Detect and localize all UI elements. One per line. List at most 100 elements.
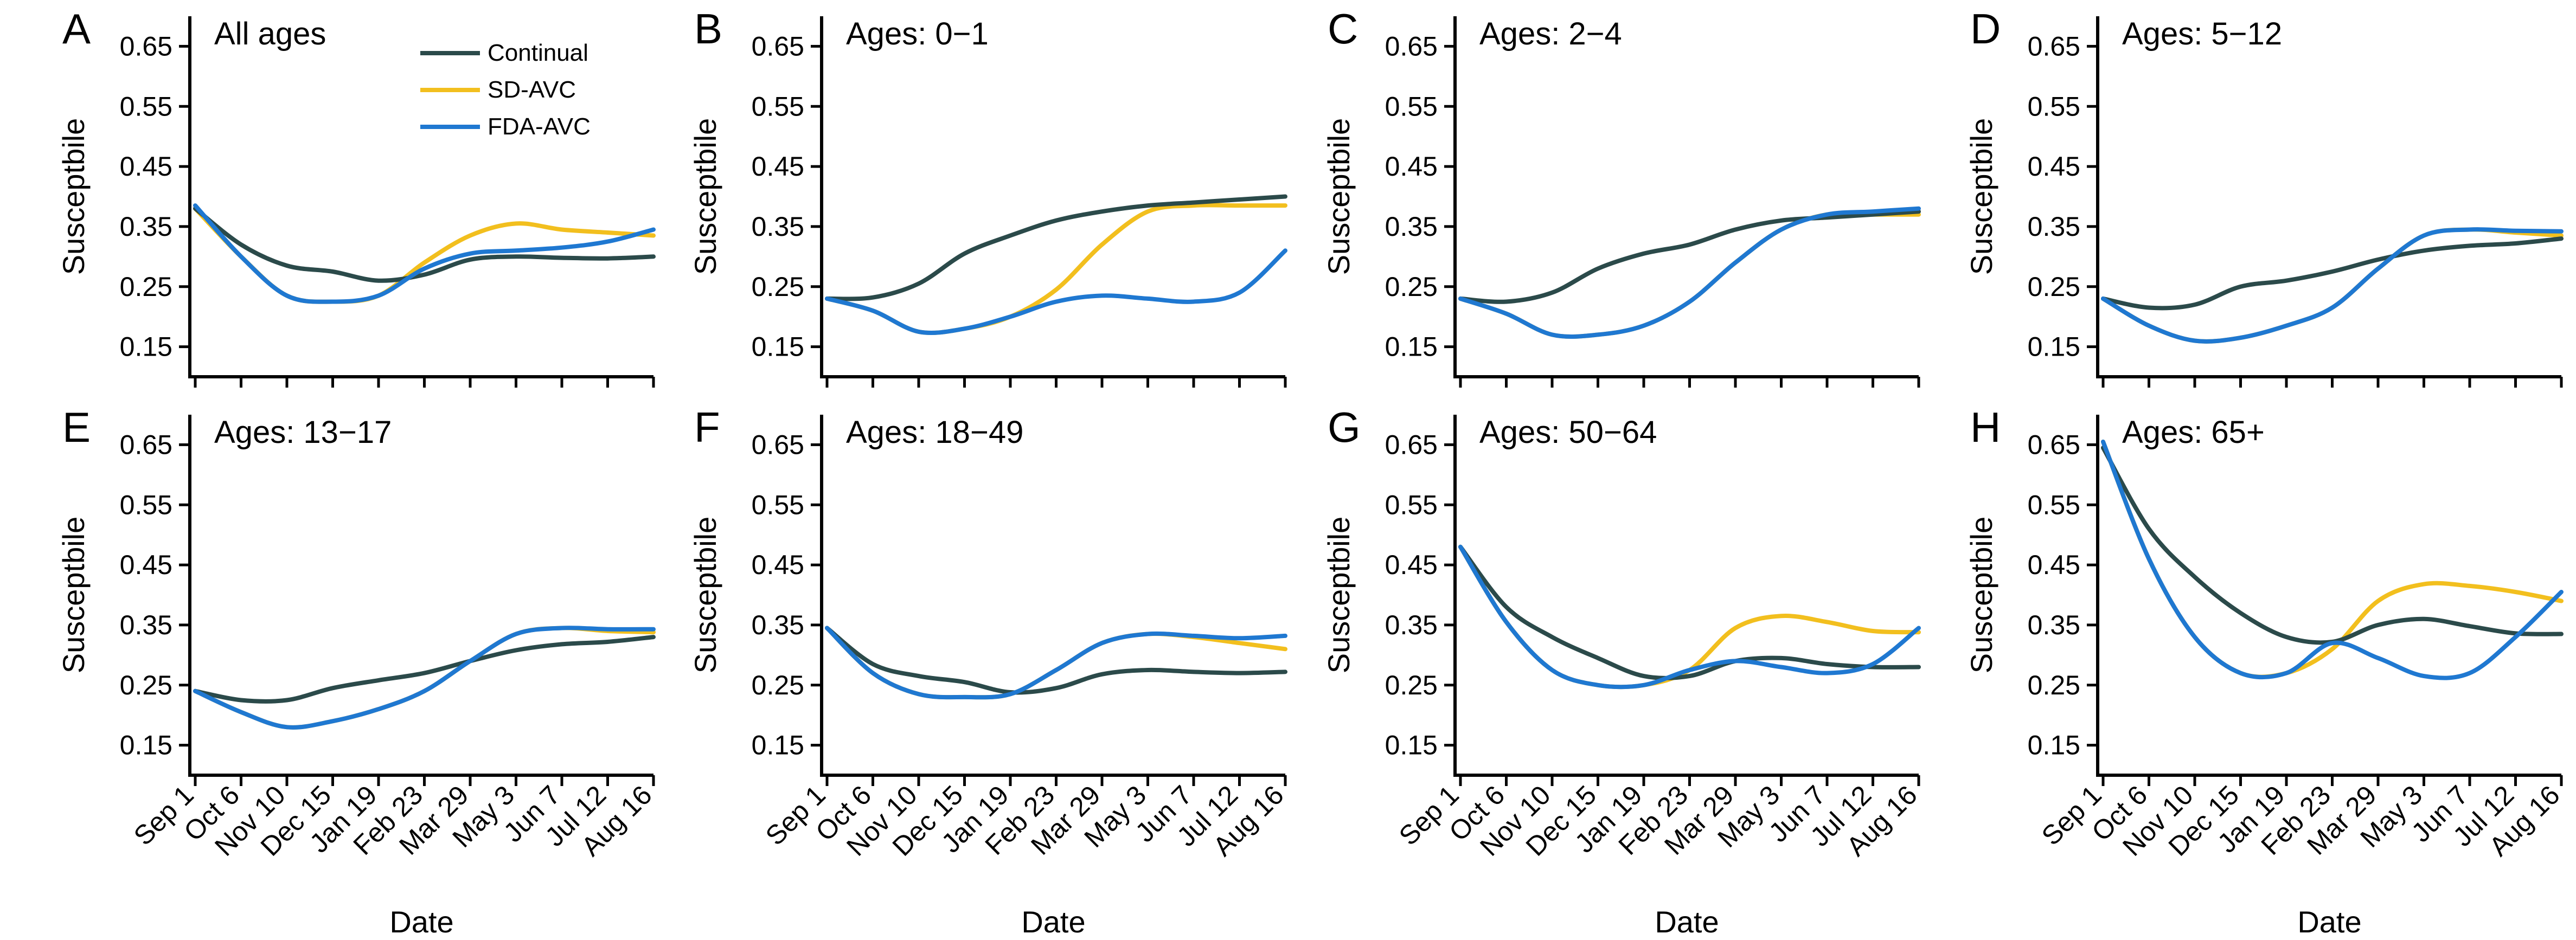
- series-line-sd-avc: [825, 203, 1287, 336]
- panel-letter: A: [62, 5, 91, 53]
- y-tick-label: 0.35: [752, 610, 804, 640]
- y-tick-label: 0.25: [752, 670, 804, 700]
- y-axis-label: Susceptbile: [1964, 517, 1998, 674]
- series-line-fda-avc: [2101, 227, 2564, 344]
- series-line-continual: [825, 194, 1287, 301]
- y-axis-label: Susceptbile: [1964, 118, 1998, 275]
- y-axis-label: Susceptbile: [688, 118, 722, 275]
- x-axis-label: Date: [1021, 905, 1085, 939]
- series-line-fda-avc: [193, 203, 656, 304]
- panel-d: 0.15 0.25 0.35 0.45 0.55 0.65 Susceptbile D Ages…: [1964, 5, 2564, 388]
- panel-title: Ages: 0−1: [846, 16, 989, 51]
- y-tick-label: 0.65: [752, 31, 804, 61]
- y-tick-label: 0.15: [1385, 332, 1438, 362]
- series-line-continual: [2101, 446, 2564, 645]
- panel-title: Ages: 65+: [2122, 415, 2265, 450]
- y-tick-label: 0.65: [120, 429, 172, 460]
- panel-letter: F: [694, 403, 720, 451]
- y-tick-label: 0.35: [2028, 610, 2080, 640]
- panel-c: 0.15 0.25 0.35 0.45 0.55 0.65 Susceptbile C Ages…: [1322, 5, 1921, 388]
- y-tick-label: 0.55: [2028, 91, 2080, 121]
- x-axis-label: Date: [2297, 905, 2361, 939]
- y-tick-label: 0.65: [120, 31, 172, 61]
- panel-letter: C: [1328, 5, 1358, 53]
- y-tick-label: 0.55: [1385, 91, 1438, 121]
- y-tick-label: 0.15: [1385, 730, 1438, 761]
- panel-title: Ages: 2−4: [1479, 16, 1622, 51]
- y-tick-label: 0.35: [1385, 610, 1438, 640]
- series-line-continual: [1458, 209, 1921, 304]
- legend: Continual SD-AVC FDA-AVC: [420, 35, 648, 145]
- y-tick-label: 0.55: [1385, 490, 1438, 520]
- y-tick-label: 0.65: [2028, 31, 2080, 61]
- legend-label-sd-avc: SD-AVC: [488, 76, 576, 103]
- y-tick-label: 0.65: [1385, 429, 1438, 460]
- y-tick-label: 0.25: [752, 272, 804, 302]
- x-axis-label: Date: [389, 905, 453, 939]
- legend-item-continual: Continual: [420, 35, 648, 72]
- panel-title: Ages: 13−17: [214, 415, 392, 450]
- y-tick-label: 0.25: [120, 670, 172, 700]
- series-line-continual: [1458, 544, 1921, 680]
- panel-letter: H: [1970, 403, 2001, 451]
- y-tick-label: 0.45: [2028, 151, 2080, 182]
- series-line-sd-avc: [1458, 211, 1921, 339]
- y-tick-label: 0.55: [752, 490, 804, 520]
- series-line-fda-avc: [825, 248, 1287, 336]
- y-tick-label: 0.25: [120, 272, 172, 302]
- y-tick-label: 0.65: [752, 429, 804, 460]
- y-axis-label: Susceptbile: [56, 517, 91, 674]
- y-tick-label: 0.45: [752, 550, 804, 580]
- legend-label-fda-avc: FDA-AVC: [488, 113, 591, 140]
- y-tick-label: 0.45: [752, 151, 804, 182]
- y-tick-label: 0.35: [1385, 211, 1438, 242]
- y-tick-label: 0.45: [1385, 151, 1438, 182]
- series-line-continual: [2101, 236, 2564, 311]
- series-line-fda-avc: [1458, 544, 1921, 690]
- panel-letter: B: [694, 5, 722, 53]
- y-tick-label: 0.55: [120, 91, 172, 121]
- panel-letter: E: [62, 403, 91, 451]
- legend-label-continual: Continual: [488, 40, 588, 66]
- y-tick-label: 0.55: [120, 490, 172, 520]
- panel-letter: D: [1970, 5, 2001, 53]
- y-axis-label: Susceptbile: [688, 517, 722, 674]
- legend-item-fda-avc: FDA-AVC: [420, 108, 648, 145]
- y-tick-label: 0.15: [120, 730, 172, 761]
- panel-title: All ages: [214, 16, 326, 51]
- series-line-continual: [193, 635, 656, 704]
- series-line-fda-avc: [193, 626, 656, 730]
- y-axis-label: Susceptbile: [1322, 517, 1356, 674]
- y-tick-label: 0.35: [752, 211, 804, 242]
- y-tick-label: 0.25: [1385, 272, 1438, 302]
- y-tick-label: 0.65: [1385, 31, 1438, 61]
- y-tick-label: 0.45: [120, 550, 172, 580]
- y-axis-label: Susceptbile: [56, 118, 91, 275]
- y-tick-label: 0.55: [752, 91, 804, 121]
- legend-swatch-continual: [420, 51, 480, 55]
- y-tick-label: 0.45: [2028, 550, 2080, 580]
- y-tick-label: 0.35: [120, 610, 172, 640]
- y-tick-label: 0.25: [1385, 670, 1438, 700]
- y-tick-label: 0.35: [120, 211, 172, 242]
- series-line-fda-avc: [825, 626, 1287, 700]
- y-tick-label: 0.15: [752, 332, 804, 362]
- panel-b: 0.15 0.25 0.35 0.45 0.55 0.65 Susceptbile B Ages…: [688, 5, 1287, 388]
- y-tick-label: 0.25: [2028, 670, 2080, 700]
- y-tick-label: 0.65: [2028, 429, 2080, 460]
- y-tick-label: 0.45: [120, 151, 172, 182]
- legend-item-sd-avc: SD-AVC: [420, 72, 648, 108]
- panel-letter: G: [1328, 403, 1361, 451]
- y-tick-label: 0.25: [2028, 272, 2080, 302]
- series-line-continual: [825, 626, 1287, 695]
- panel-title: Ages: 5−12: [2122, 16, 2282, 51]
- legend-swatch-sd-avc: [420, 88, 480, 92]
- x-axis-label: Date: [1655, 905, 1719, 939]
- y-tick-label: 0.15: [120, 332, 172, 362]
- y-tick-label: 0.15: [752, 730, 804, 761]
